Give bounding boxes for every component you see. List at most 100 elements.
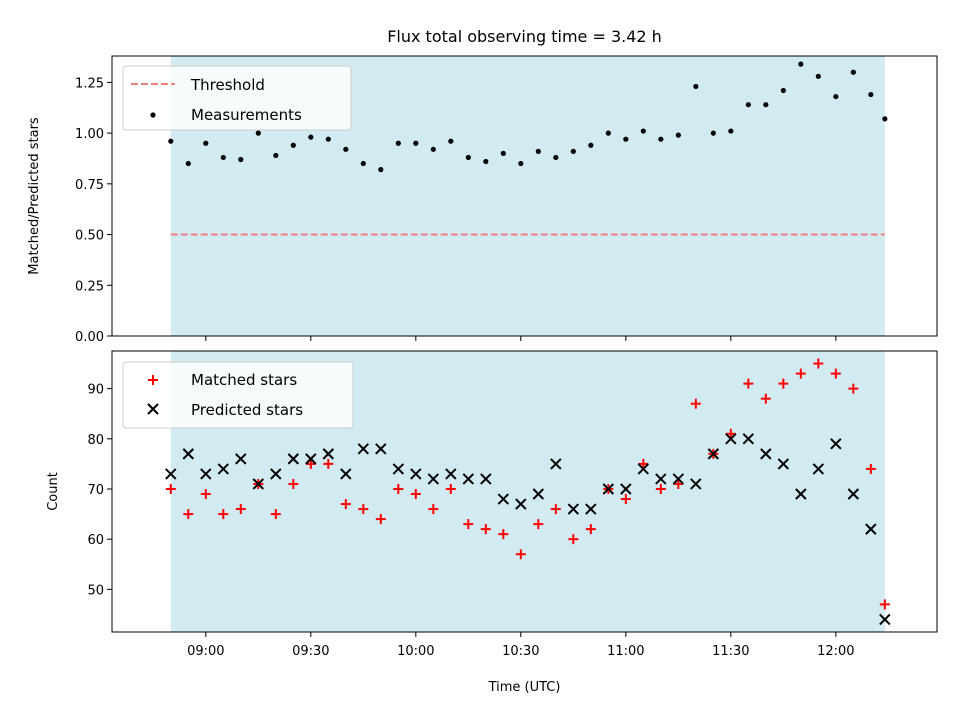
matched-star-point (270, 509, 281, 520)
matched-star-point (620, 494, 631, 505)
legend-box (122, 361, 354, 429)
x-stroke-b (812, 463, 825, 475)
measurement-point (728, 128, 734, 134)
predicted-star-point (357, 443, 370, 455)
matched-star-point (690, 398, 701, 409)
predicted-star-point (375, 443, 387, 455)
measurement-point (465, 154, 471, 161)
measurement-point (570, 148, 576, 154)
predicted-star-point (427, 473, 440, 485)
matched-star-point (725, 428, 736, 439)
predicted-star-point (690, 478, 702, 490)
predicted-star-point (865, 523, 877, 535)
x-stroke-b (445, 468, 457, 480)
matched-star-point (568, 534, 579, 545)
x-stroke-b (480, 473, 492, 485)
measurement-point (238, 156, 244, 163)
measurement-point (658, 136, 664, 142)
count-plot-frame (111, 350, 938, 633)
matched-star-point (445, 483, 456, 494)
count-x-ticks: 09:00 09:30 10:00 10:30 11:00 11:30 12:00 (187, 632, 855, 659)
measurement-point (780, 87, 786, 94)
ratio-y-axis-label: Matched/Predicted stars (27, 117, 42, 275)
x-tick-label: 11:30 (712, 644, 749, 659)
y-tick-label: 1.00 (75, 127, 104, 142)
predicted-star-point (340, 468, 352, 480)
predicted-star-point (725, 433, 737, 445)
measurement-point (693, 83, 699, 90)
matched-star-point (778, 378, 789, 389)
matched-star-point (323, 458, 334, 469)
x-stroke-b (637, 463, 650, 475)
x-stroke-b (620, 483, 632, 495)
y-tick-label: 50 (87, 583, 104, 598)
matched-star-point (375, 514, 386, 525)
measurement-point (255, 130, 261, 136)
measurement-point (745, 102, 751, 108)
x-tick-label: 11:00 (607, 644, 644, 659)
x-stroke-b (515, 498, 527, 510)
x-stroke-b (567, 503, 580, 515)
x-stroke-b (392, 463, 405, 475)
y-tick-label: 90 (87, 383, 104, 398)
y-tick-label: 80 (87, 433, 104, 448)
legend-matched-swatch (148, 375, 158, 385)
ratio-plot: 0.00 0.25 0.50 0.75 1.00 1.25 Flux total obse… (27, 27, 938, 345)
y-tick-label: 70 (87, 483, 104, 498)
predicted-star-point (480, 473, 492, 485)
predicted-star-point (620, 483, 632, 495)
matched-star-point (288, 478, 299, 489)
matched-star-point (358, 504, 369, 515)
matched-star-point (165, 483, 176, 494)
x-stroke-b (322, 448, 335, 460)
x-stroke-b (375, 443, 387, 455)
predicted-star-point (235, 453, 247, 465)
x-stroke-b (550, 458, 562, 470)
predicted-star-point (847, 488, 860, 500)
matched-star-point (848, 383, 859, 394)
predicted-star-point (777, 458, 790, 470)
x-stroke-b (672, 473, 685, 485)
x-stroke-b (427, 473, 440, 485)
y-tick-label: 60 (87, 533, 104, 548)
count-y-ticks: 50 60 70 80 90 (87, 383, 112, 598)
measurement-point (168, 138, 174, 144)
measurement-point (220, 154, 226, 161)
legend-predicted-swatch (147, 403, 159, 415)
measurement-point (343, 146, 349, 152)
x-stroke-b (270, 468, 282, 480)
predicted-star-point (742, 433, 755, 445)
matched-star-point (865, 463, 876, 474)
predicted-star-point (672, 473, 685, 485)
x-tick-label: 09:30 (292, 644, 329, 659)
y-tick-label: 0.25 (75, 279, 104, 294)
predicted-star-point (200, 468, 212, 480)
x-stroke-b (760, 448, 772, 460)
x-stroke-b (287, 453, 300, 465)
x-stroke-b (795, 488, 807, 500)
matched-star-point (533, 519, 544, 530)
measurement-point (360, 160, 366, 167)
y-tick-label: 0.00 (75, 330, 104, 345)
x-stroke-b (357, 443, 370, 455)
predicted-star-point (585, 503, 597, 515)
measurement-point (815, 73, 821, 79)
predicted-star-point (602, 483, 615, 495)
predicted-star-point (462, 473, 475, 485)
measurement-point (500, 150, 506, 156)
x-tick-label: 10:00 (397, 644, 434, 659)
measurement-point (675, 132, 681, 138)
legend-matched-label: Matched stars (191, 371, 297, 389)
matched-star-point (743, 378, 754, 389)
predicted-star-point (795, 488, 807, 500)
matched-star-point (655, 483, 666, 494)
x-stroke-b (340, 468, 352, 480)
x-stroke-b (690, 478, 702, 490)
count-legend: Matched stars Predicted stars (122, 361, 354, 429)
matched-star-point (410, 489, 421, 500)
matched-star-point (428, 504, 439, 515)
x-stroke-b (497, 493, 510, 505)
x-stroke-b (147, 403, 159, 415)
measurement-point (413, 140, 419, 146)
predicted-star-point (830, 438, 842, 450)
